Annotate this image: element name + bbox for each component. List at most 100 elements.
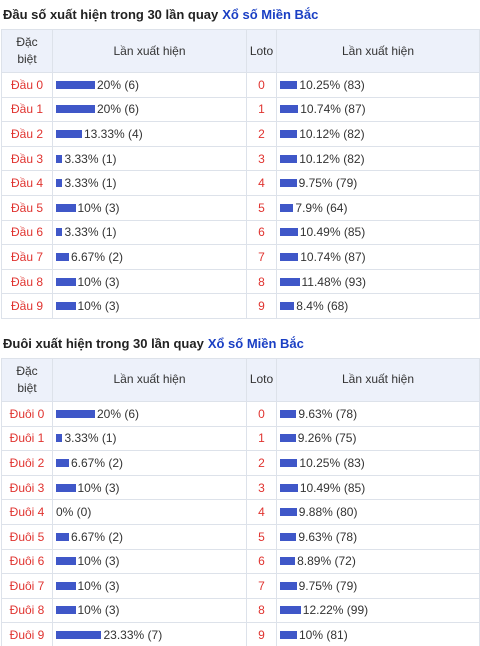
loto-frequency-cell: 8.4% (68): [276, 293, 480, 319]
frequency-text: 10% (3): [77, 480, 120, 495]
loto-number[interactable]: 4: [246, 170, 277, 196]
xsmb-link[interactable]: Xổ số Miền Bắc: [207, 335, 304, 351]
frequency-cell: 10% (3): [52, 194, 247, 221]
frequency-text: 10% (3): [77, 200, 120, 215]
row-label[interactable]: Đầu 1: [1, 96, 53, 123]
loto-number[interactable]: 5: [246, 523, 277, 550]
loto-number[interactable]: 5: [246, 194, 277, 221]
loto-frequency-bar: [280, 434, 296, 443]
row-label[interactable]: Đầu 5: [1, 194, 53, 221]
loto-frequency-cell: 10.12% (82): [276, 145, 480, 172]
loto-number[interactable]: 7: [246, 573, 277, 599]
loto-frequency-text: 10.49% (85): [299, 225, 366, 240]
frequency-bar: [56, 631, 102, 640]
row-label[interactable]: Đầu 6: [1, 219, 53, 246]
frequency-bar: [56, 105, 95, 114]
frequency-cell: 13.33% (4): [52, 121, 247, 147]
loto-frequency-cell: 12.22% (99): [276, 597, 480, 624]
frequency-bar: [56, 302, 76, 311]
table-row: Đầu 5 10% (3) 5 7.9% (64): [1, 194, 480, 221]
loto-number[interactable]: 2: [246, 450, 277, 476]
loto-number[interactable]: 0: [246, 400, 277, 427]
loto-number[interactable]: 1: [246, 96, 277, 123]
loto-number[interactable]: 9: [246, 622, 277, 646]
loto-frequency-cell: 10.49% (85): [276, 219, 480, 246]
row-label[interactable]: Đuôi 3: [1, 474, 53, 501]
loto-frequency-bar: [280, 203, 294, 212]
row-label[interactable]: Đuôi 2: [1, 450, 53, 476]
header-lan-xuat-hien: Lần xuất hiện: [52, 29, 247, 73]
loto-number[interactable]: 4: [246, 499, 277, 525]
frequency-cell: 6.67% (2): [52, 244, 247, 270]
loto-number[interactable]: 3: [246, 145, 277, 172]
frequency-cell: 3.33% (1): [52, 170, 247, 196]
loto-frequency-cell: 9.75% (79): [276, 170, 480, 196]
frequency-cell: 20% (6): [52, 72, 247, 98]
loto-number[interactable]: 8: [246, 597, 277, 624]
row-label[interactable]: Đuôi 8: [1, 597, 53, 624]
loto-frequency-text: 9.75% (79): [298, 176, 358, 191]
stats-table-duoi: Đặc biệt Lần xuất hiện Loto Lần xuất hiện…: [1, 357, 480, 646]
header-dac-biet: Đặc biệt: [1, 29, 53, 73]
header-loto-lan-xuat-hien: Lần xuất hiện: [276, 357, 480, 402]
stats-table-dau: Đặc biệt Lần xuất hiện Loto Lần xuất hiện…: [1, 29, 480, 319]
row-label[interactable]: Đuôi 9: [1, 622, 53, 646]
frequency-bar: [56, 409, 95, 418]
row-label[interactable]: Đuôi 0: [1, 400, 53, 427]
row-label[interactable]: Đuôi 7: [1, 573, 53, 599]
table-row: Đầu 6 3.33% (1) 6 10.49% (85): [1, 219, 480, 246]
loto-frequency-text: 10% (81): [299, 628, 348, 643]
loto-frequency-bar: [280, 483, 298, 492]
frequency-bar: [56, 228, 63, 237]
loto-frequency-text: 7.9% (64): [295, 200, 348, 215]
row-label[interactable]: Đầu 2: [1, 121, 53, 147]
loto-number[interactable]: 0: [246, 72, 277, 98]
row-label[interactable]: Đầu 4: [1, 170, 53, 196]
frequency-bar: [56, 458, 69, 467]
row-label[interactable]: Đầu 0: [1, 72, 53, 98]
row-label[interactable]: Đầu 8: [1, 268, 53, 295]
loto-number[interactable]: 3: [246, 474, 277, 501]
row-label[interactable]: Đuôi 6: [1, 548, 53, 575]
loto-number[interactable]: 7: [246, 244, 277, 270]
row-label[interactable]: Đuôi 1: [1, 425, 53, 452]
frequency-text: 23.33% (7): [103, 628, 163, 643]
loto-frequency-bar: [280, 228, 298, 237]
loto-number[interactable]: 8: [246, 268, 277, 295]
loto-frequency-cell: 9.26% (75): [276, 425, 480, 452]
loto-number[interactable]: 2: [246, 121, 277, 147]
loto-number[interactable]: 9: [246, 293, 277, 319]
frequency-text: 10% (3): [77, 603, 120, 618]
frequency-cell: 3.33% (1): [52, 219, 247, 246]
loto-number[interactable]: 6: [246, 219, 277, 246]
loto-frequency-cell: 10.74% (87): [276, 244, 480, 270]
section-title-dau: Đầu số xuất hiện trong 30 lần quay Xổ số…: [0, 0, 480, 29]
table-row: Đuôi 1 3.33% (1) 1 9.26% (75): [1, 425, 480, 452]
loto-number[interactable]: 1: [246, 425, 277, 452]
loto-number[interactable]: 6: [246, 548, 277, 575]
loto-frequency-bar: [280, 409, 297, 418]
frequency-bar: [56, 434, 63, 443]
loto-frequency-text: 8.89% (72): [297, 554, 356, 569]
row-label[interactable]: Đầu 3: [1, 145, 53, 172]
table-row: Đầu 1 20% (6) 1 10.74% (87): [1, 96, 480, 123]
row-label[interactable]: Đuôi 5: [1, 523, 53, 550]
loto-frequency-bar: [280, 179, 297, 188]
table-row: Đuôi 6 10% (3) 6 8.89% (72): [1, 548, 480, 575]
xsmb-link[interactable]: Xổ số Miền Bắc: [222, 7, 319, 22]
frequency-text: 3.33% (1): [64, 176, 117, 191]
row-label[interactable]: Đuôi 4: [1, 499, 53, 525]
row-label[interactable]: Đầu 7: [1, 244, 53, 270]
loto-frequency-bar: [280, 458, 298, 467]
row-label[interactable]: Đầu 9: [1, 293, 53, 319]
frequency-cell: 20% (6): [52, 96, 247, 123]
loto-frequency-cell: 10% (81): [276, 622, 480, 646]
frequency-cell: 3.33% (1): [52, 145, 247, 172]
loto-frequency-cell: 9.63% (78): [276, 523, 480, 550]
frequency-bar: [56, 483, 76, 492]
loto-frequency-bar: [280, 581, 297, 590]
loto-frequency-bar: [280, 154, 298, 163]
loto-frequency-bar: [280, 606, 301, 615]
frequency-cell: 0% (0): [52, 499, 247, 525]
frequency-text: 10% (3): [77, 299, 120, 314]
